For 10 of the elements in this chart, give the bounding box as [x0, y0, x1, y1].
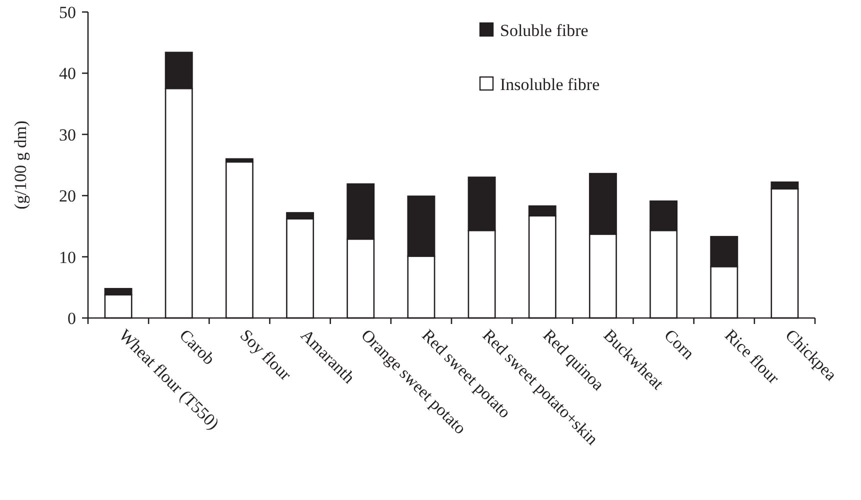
y-axis-title: (g/100 g dm) [11, 120, 30, 210]
legend-label: Insoluble fibre [500, 74, 600, 94]
x-tick-label: Soy flour [236, 326, 296, 384]
y-tick-label: 0 [68, 308, 76, 328]
legend-label: Soluble fibre [500, 20, 588, 40]
y-tick-label: 20 [59, 186, 76, 206]
y-tick-label: 30 [59, 125, 76, 144]
y-tick-label: 40 [59, 64, 76, 84]
y-tick-label: 50 [59, 2, 76, 22]
y-tick-label: 10 [59, 248, 76, 267]
